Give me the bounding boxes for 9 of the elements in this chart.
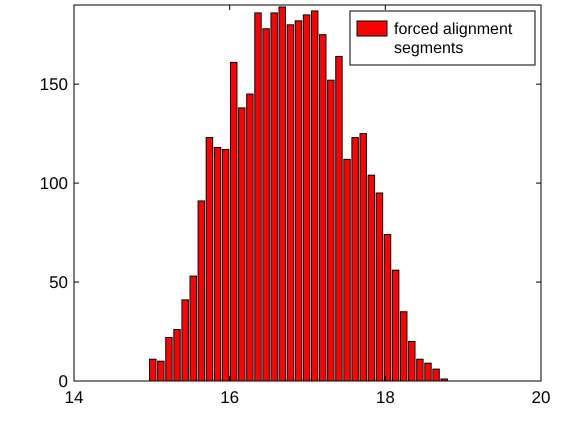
y-tick-label: 50 (49, 273, 68, 292)
legend-label: forced alignment segments (394, 21, 513, 57)
x-tick-label: 18 (376, 388, 395, 407)
x-tick-label: 20 (532, 388, 550, 407)
y-tick-label: 0 (58, 372, 68, 391)
y-tick-label: 150 (40, 75, 68, 94)
x-tick-label: 14 (64, 388, 84, 407)
x-tick-label: 16 (220, 388, 240, 407)
y-tick-label: 100 (40, 174, 68, 194)
